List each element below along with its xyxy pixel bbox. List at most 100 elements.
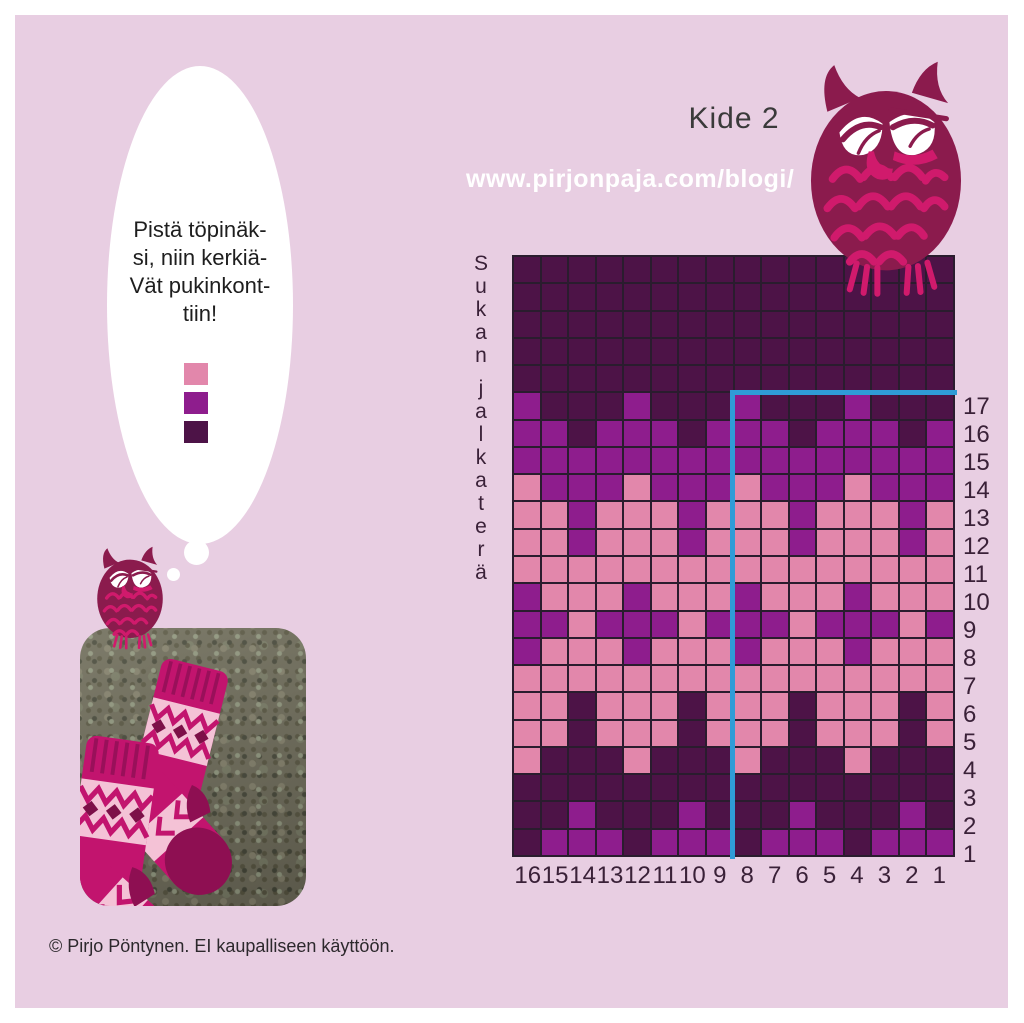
grid-cell: [817, 720, 843, 746]
grid-cell: [844, 584, 871, 610]
grid-cell: [541, 338, 568, 365]
site-url[interactable]: www.pirjonpaja.com/blogi/: [466, 165, 795, 193]
grid-cell: [899, 693, 926, 719]
grid-cell: [899, 311, 926, 337]
row-label: 11: [963, 561, 988, 588]
grid-cell: [927, 638, 953, 665]
grid-cell: [706, 775, 733, 801]
grid-cell: [789, 502, 816, 528]
grid-cell: [596, 311, 623, 337]
side-label-letter: u: [475, 275, 487, 298]
grid-cell: [541, 284, 568, 310]
grid-cell: [927, 393, 953, 419]
grid-cell: [872, 638, 898, 665]
grid-cell: [789, 693, 816, 719]
row-label: 12: [963, 533, 990, 560]
grid-cell: [927, 529, 953, 555]
grid-cell: [899, 584, 926, 610]
grid-cell: [762, 775, 788, 801]
grid-cell: [624, 257, 650, 283]
column-label: 6: [795, 862, 809, 889]
grid-cell: [817, 529, 843, 555]
side-label-letter: t: [478, 492, 484, 515]
blue-marker-horizontal: [730, 390, 957, 395]
grid-cell: [569, 638, 595, 665]
row-label: 4: [963, 757, 977, 784]
grid-cell: [762, 393, 788, 419]
grid-cell: [789, 829, 816, 855]
grid-cell: [762, 502, 788, 528]
grid-cell: [651, 447, 678, 474]
grid-cell: [734, 366, 761, 392]
grid-cell: [734, 502, 761, 528]
grid-cell: [706, 638, 733, 665]
grid-cell: [872, 747, 898, 774]
grid-cell: [596, 557, 623, 583]
grid-cell: [706, 802, 733, 828]
grid-cell: [706, 747, 733, 774]
grid-cell: [844, 611, 871, 637]
grid-cell: [514, 720, 540, 746]
grid-cell: [817, 393, 843, 419]
grid-cell: [514, 502, 540, 528]
grid-cell: [762, 284, 788, 310]
row-label: 14: [963, 477, 990, 504]
grid-cell: [789, 311, 816, 337]
side-label-letter: l: [478, 423, 484, 446]
column-label: 8: [740, 862, 754, 889]
grid-cell: [817, 747, 843, 774]
grid-cell: [899, 666, 926, 692]
row-labels: 17 16 15 14 13 12 11 10 9 8 7 6 5 4 3 2 1: [963, 393, 990, 868]
grid-cell: [651, 475, 678, 501]
grid-cell: [541, 366, 568, 392]
row-label: 6: [963, 701, 977, 728]
grid-cell: [762, 638, 788, 665]
column-label: 12: [624, 862, 651, 889]
side-label-letter: j: [478, 377, 484, 400]
grid-cell: [514, 420, 540, 446]
side-label-letter: a: [475, 400, 487, 423]
grid-cell: [927, 447, 953, 474]
grid-cell: [844, 529, 871, 555]
grid-cell: [651, 584, 678, 610]
grid-cell: [679, 311, 705, 337]
legend-swatch-dark-purple: [184, 421, 208, 443]
grid-cell: [679, 529, 705, 555]
grid-cell: [541, 802, 568, 828]
grid-cell: [762, 802, 788, 828]
grid-cell: [596, 366, 623, 392]
grid-cell: [514, 584, 540, 610]
grid-cell: [706, 502, 733, 528]
grid-cell: [817, 611, 843, 637]
grid-cell: [706, 829, 733, 855]
grid-cell: [706, 366, 733, 392]
grid-cell: [679, 257, 705, 283]
grid-cell: [679, 366, 705, 392]
grid-cell: [706, 393, 733, 419]
grid-cell: [762, 557, 788, 583]
grid-cell: [679, 338, 705, 365]
grid-cell: [817, 502, 843, 528]
grid-cell: [789, 775, 816, 801]
grid-cell: [844, 475, 871, 501]
grid-cell: [596, 802, 623, 828]
grid-cell: [927, 475, 953, 501]
grid-cell: [734, 775, 761, 801]
grid-cell: [927, 584, 953, 610]
row-label: 15: [963, 449, 990, 476]
grid-cell: [624, 747, 650, 774]
grid-cell: [734, 284, 761, 310]
grid-cell: [541, 257, 568, 283]
grid-cell: [679, 666, 705, 692]
column-label: 15: [541, 862, 569, 889]
grid-cell: [679, 475, 705, 501]
grid-cell: [872, 420, 898, 446]
grid-cell: [569, 584, 595, 610]
grid-cell: [706, 475, 733, 501]
grid-cell: [514, 666, 540, 692]
grid-cell: [569, 502, 595, 528]
grid-cell: [679, 284, 705, 310]
grid-cell: [569, 666, 595, 692]
grid-cell: [569, 720, 595, 746]
